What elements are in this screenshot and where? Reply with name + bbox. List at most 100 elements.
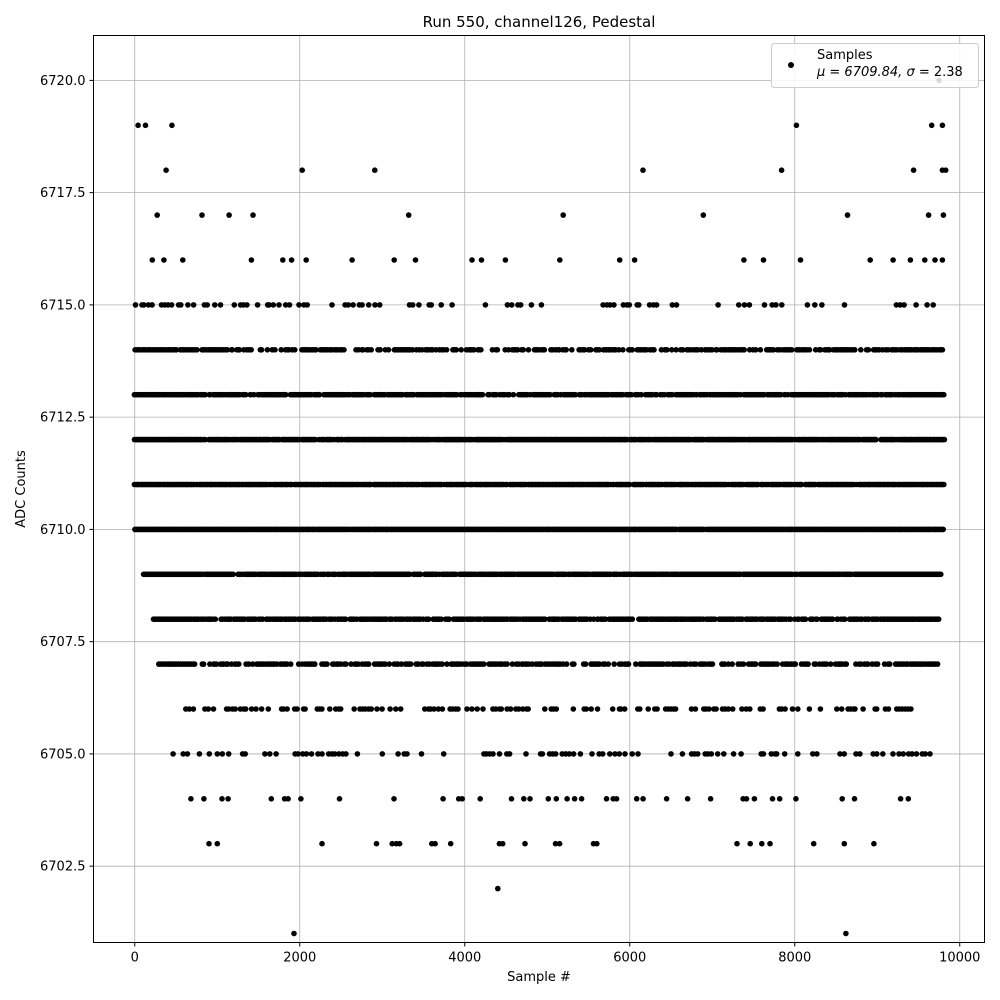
sample-point — [910, 167, 917, 173]
sample-point — [428, 302, 435, 308]
sample-point — [191, 661, 198, 667]
sample-point — [852, 347, 858, 353]
sample-point — [778, 167, 785, 173]
sample-point — [633, 661, 639, 667]
sample-point — [930, 302, 936, 308]
sample-point — [204, 302, 210, 308]
sample-point — [458, 347, 465, 353]
sample-point — [365, 302, 372, 308]
sample-point — [498, 706, 505, 712]
sample-point — [570, 706, 577, 712]
sample-point — [135, 122, 141, 129]
sample-point — [443, 347, 450, 353]
sample-point — [149, 302, 155, 308]
sample-point — [805, 661, 811, 667]
sample-point — [637, 706, 643, 712]
sample-point — [588, 706, 594, 712]
sample-point — [867, 257, 873, 263]
sample-point — [142, 122, 149, 129]
sample-point — [545, 796, 552, 802]
sample-point — [563, 347, 569, 353]
sample-point — [588, 347, 594, 353]
sample-point — [206, 840, 212, 847]
sample-point — [296, 302, 302, 308]
sample-point — [653, 302, 660, 308]
sample-point — [288, 257, 295, 263]
sample-point — [683, 661, 690, 667]
sample-point — [922, 751, 928, 757]
sample-point — [190, 302, 197, 308]
sample-point — [782, 706, 788, 712]
sample-point — [232, 706, 238, 712]
sample-point — [638, 391, 645, 398]
sample-point — [505, 347, 512, 353]
sample-point — [839, 796, 845, 802]
y-tick-label: 6705.0 — [40, 747, 86, 762]
chart-title: Run 550, channel126, Pedestal — [423, 13, 656, 31]
sample-point — [564, 796, 570, 802]
sample-point — [569, 347, 575, 353]
sample-point — [163, 167, 169, 173]
sample-point — [506, 391, 513, 398]
sample-point — [618, 706, 624, 712]
sample-point — [343, 661, 349, 667]
sample-point — [368, 347, 375, 353]
legend-stats-prefix: μ = 6709.84, — [816, 65, 906, 80]
sample-point — [219, 796, 225, 802]
sample-point — [927, 751, 933, 757]
sample-point — [672, 706, 679, 712]
sample-point — [852, 706, 858, 712]
sample-point — [599, 751, 606, 757]
sample-point — [229, 347, 236, 353]
sample-point — [789, 347, 795, 353]
sample-point — [939, 122, 946, 129]
sample-point — [372, 302, 378, 308]
sample-point — [490, 751, 496, 757]
sample-point — [507, 706, 514, 712]
sample-point — [680, 347, 686, 353]
sample-point — [482, 302, 489, 308]
sample-point — [312, 661, 318, 667]
sample-point — [264, 347, 271, 353]
sample-point — [502, 257, 509, 263]
sample-point — [418, 751, 425, 757]
sample-point — [795, 706, 801, 712]
sample-point — [940, 212, 947, 218]
sample-point — [712, 616, 718, 622]
sample-point — [214, 751, 221, 757]
sample-point — [528, 302, 535, 308]
sample-point — [393, 706, 399, 712]
sample-point — [804, 302, 811, 308]
sample-point — [385, 347, 392, 353]
sample-point — [741, 347, 747, 353]
sample-point — [440, 796, 446, 802]
sample-point — [594, 840, 600, 847]
sample-point — [522, 840, 528, 847]
sample-point — [841, 302, 848, 308]
sample-point — [412, 257, 419, 263]
sample-point — [842, 616, 848, 622]
sample-point — [510, 391, 517, 398]
sample-point — [478, 347, 484, 353]
sample-point — [359, 302, 365, 308]
sample-point — [814, 616, 820, 622]
sample-point — [248, 257, 255, 263]
sample-point — [752, 661, 759, 667]
sample-point — [225, 796, 231, 802]
sample-point — [890, 751, 896, 757]
sample-point — [272, 347, 278, 353]
sample-point — [817, 706, 824, 712]
sample-point — [708, 751, 715, 757]
sample-point — [350, 302, 356, 308]
y-tick-label: 6710.0 — [40, 523, 86, 538]
sample-point — [721, 751, 727, 757]
sample-point — [319, 751, 325, 757]
sample-point — [629, 751, 635, 757]
sample-point — [743, 796, 750, 802]
sample-point — [715, 302, 721, 308]
sample-point — [802, 616, 809, 622]
legend-marker — [788, 62, 794, 68]
sample-point — [499, 840, 506, 847]
sample-point — [594, 706, 601, 712]
y-tick-label: 6720.0 — [40, 74, 86, 89]
